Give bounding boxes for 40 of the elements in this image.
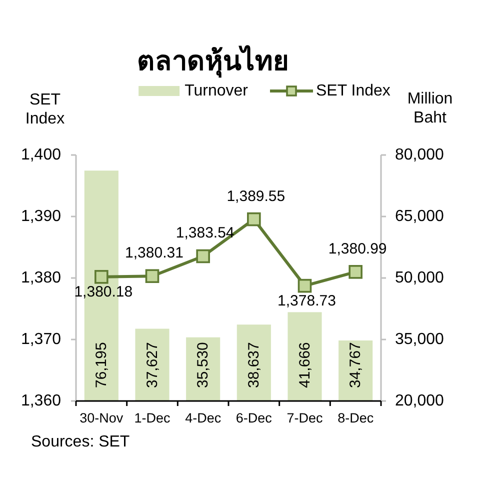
annotation: Sources: SET xyxy=(31,434,130,450)
data-label: 1,380.18 xyxy=(74,283,133,300)
legend-label: Turnover xyxy=(184,82,249,100)
x-tick-label: 1-Dec xyxy=(134,410,171,426)
data-label: 1,378.73 xyxy=(278,292,336,310)
x-tick-label: 8-Dec xyxy=(338,410,374,426)
data-label: 1,389.55 xyxy=(226,188,286,205)
data-label: 35,530 xyxy=(194,342,212,388)
y2-tick-label: 80,000 xyxy=(395,146,444,164)
data-label: 37,627 xyxy=(144,342,161,388)
y-tick-label: 1,380 xyxy=(20,270,62,286)
data-label: 34,767 xyxy=(347,342,364,388)
ylabel: SET Index xyxy=(25,92,65,128)
y2-tick-label: 65,000 xyxy=(395,208,444,225)
y-tick-label: 1,360 xyxy=(20,392,62,410)
title: ตลาดหุ้นไทย xyxy=(137,46,289,76)
x-tick-label: 7-Dec xyxy=(286,410,324,426)
point xyxy=(348,265,362,279)
data-label: 76,195 xyxy=(92,342,110,388)
y2-tick-label: 35,000 xyxy=(395,331,444,348)
data-label: 1,380.99 xyxy=(328,240,387,258)
data-label: 1,380.31 xyxy=(125,244,184,262)
point xyxy=(145,269,160,283)
y2-tick-label: 20,000 xyxy=(395,392,444,410)
y2-tick-label: 50,000 xyxy=(395,270,444,286)
point xyxy=(94,270,108,284)
y-tick-label: 1,400 xyxy=(20,146,62,164)
point xyxy=(196,249,210,264)
x-tick-label: 4-Dec xyxy=(185,410,222,426)
data-label: 38,637 xyxy=(245,342,262,388)
x-tick-label: 6-Dec xyxy=(236,410,272,426)
legend-label: SET Index xyxy=(316,82,390,100)
y-tick-label: 1,390 xyxy=(20,208,62,225)
x-tick-label: 30-Nov xyxy=(80,410,124,426)
y-tick-label: 1,370 xyxy=(20,331,62,348)
y2label: Million Baht xyxy=(407,90,453,126)
point xyxy=(247,212,261,226)
point xyxy=(298,278,312,293)
data-label: 41,666 xyxy=(296,342,314,388)
data-label: 1,383.54 xyxy=(176,224,234,242)
